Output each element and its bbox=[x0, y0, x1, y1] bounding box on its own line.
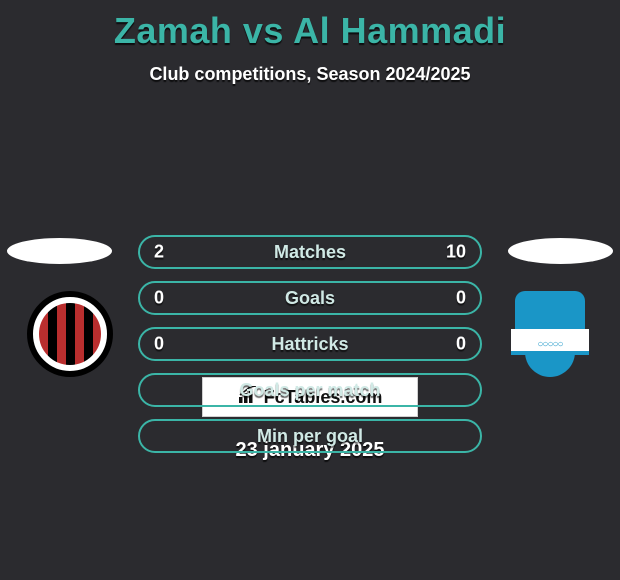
shield-icon: ○○○○○ bbox=[507, 291, 593, 377]
page-title: Zamah vs Al Hammadi bbox=[0, 10, 620, 52]
stat-row-matches: 2 Matches 10 bbox=[138, 235, 482, 269]
stat-left-value: 2 bbox=[154, 242, 164, 263]
comparison-widget: Zamah vs Al Hammadi Club competitions, S… bbox=[0, 0, 620, 462]
stat-right-value: 0 bbox=[456, 334, 466, 355]
stat-left-value: 0 bbox=[154, 288, 164, 309]
stat-label: Matches bbox=[274, 242, 346, 263]
stat-row-hattricks: 0 Hattricks 0 bbox=[138, 327, 482, 361]
stat-right-value: 0 bbox=[456, 288, 466, 309]
stat-row-min-per-goal: Min per goal bbox=[138, 419, 482, 453]
stat-right-value: 10 bbox=[446, 242, 466, 263]
badge-icon bbox=[27, 291, 113, 377]
stat-bars: 2 Matches 10 0 Goals 0 0 Hattricks 0 Goa… bbox=[138, 235, 482, 465]
stat-label: Min per goal bbox=[257, 426, 363, 447]
stat-label: Goals per match bbox=[239, 380, 380, 401]
comparison-area: ○○○○○ 2 Matches 10 0 Goals 0 0 Hattricks… bbox=[0, 113, 620, 363]
stat-row-goals-per-match: Goals per match bbox=[138, 373, 482, 407]
player-name-pill-right bbox=[508, 238, 613, 264]
player-name-pill-left bbox=[7, 238, 112, 264]
stat-row-goals: 0 Goals 0 bbox=[138, 281, 482, 315]
stat-label: Goals bbox=[285, 288, 335, 309]
team-logo-left bbox=[20, 291, 120, 377]
subtitle: Club competitions, Season 2024/2025 bbox=[0, 64, 620, 85]
stat-label: Hattricks bbox=[271, 334, 348, 355]
team-logo-right: ○○○○○ bbox=[500, 291, 600, 377]
stat-left-value: 0 bbox=[154, 334, 164, 355]
